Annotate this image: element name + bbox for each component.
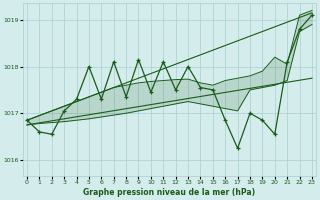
X-axis label: Graphe pression niveau de la mer (hPa): Graphe pression niveau de la mer (hPa) xyxy=(84,188,256,197)
